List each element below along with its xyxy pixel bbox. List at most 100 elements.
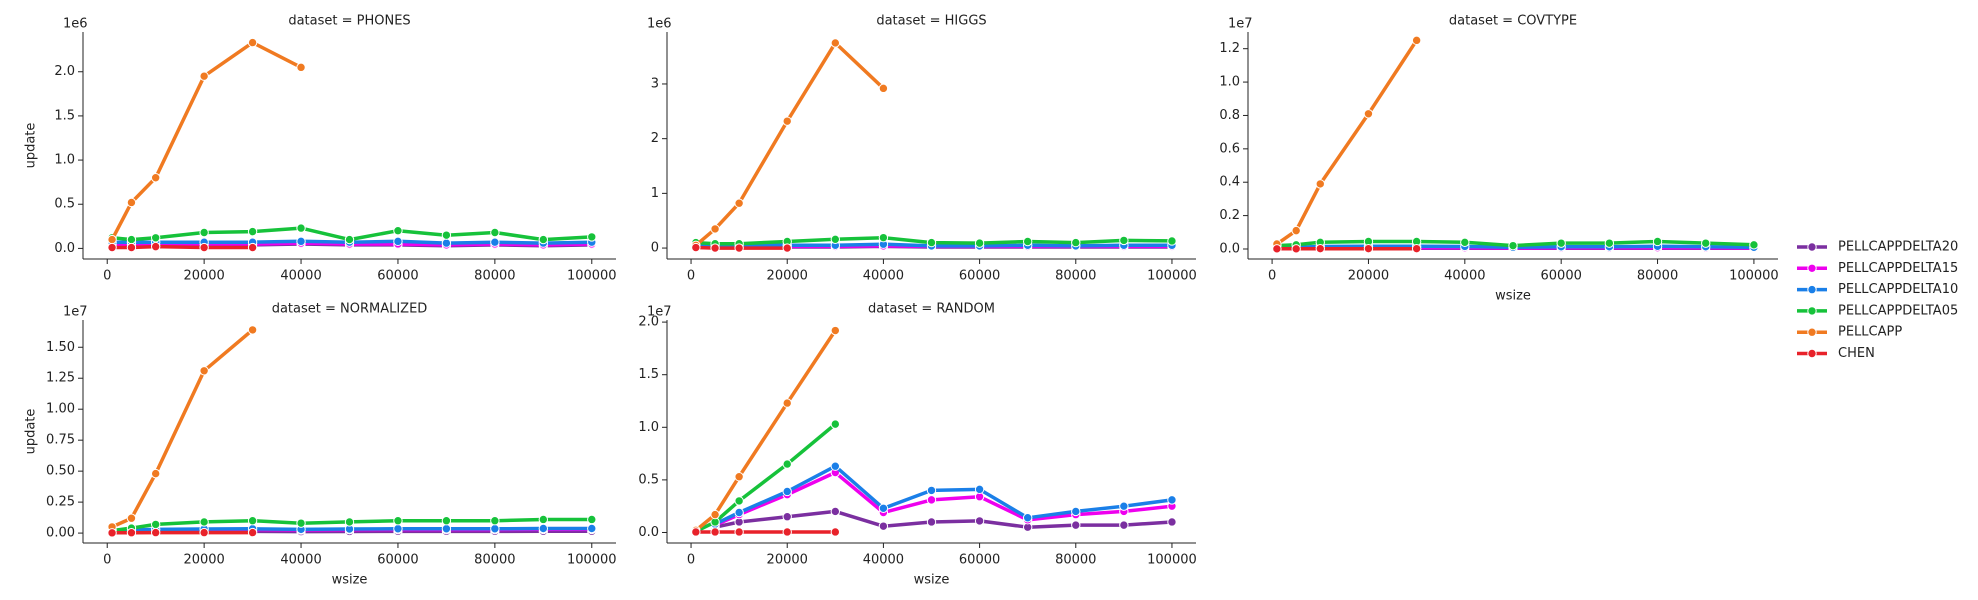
x-tick-label: 20000	[767, 269, 808, 284]
y-tick-label: 0.6	[1219, 141, 1240, 156]
x-tick-label: 40000	[280, 553, 321, 568]
point	[538, 234, 549, 245]
point	[926, 237, 937, 248]
x-tick-label: 40000	[280, 269, 321, 284]
point	[830, 234, 841, 245]
point	[441, 516, 452, 526]
point	[830, 506, 841, 517]
point	[782, 116, 792, 126]
y-tick-label: 0.00	[46, 526, 75, 541]
point	[926, 517, 937, 527]
point	[830, 38, 841, 48]
point	[1022, 236, 1033, 247]
panel-title: dataset = NORMALIZED	[272, 302, 428, 317]
point	[199, 517, 209, 527]
point	[150, 519, 161, 530]
point	[538, 514, 549, 525]
point	[199, 71, 209, 81]
point	[393, 236, 403, 247]
point	[830, 325, 841, 336]
y-tick-label: 1.0	[1219, 75, 1240, 90]
legend-label: PELLCAPPDELTA10	[1838, 282, 1958, 297]
point	[1272, 244, 1282, 254]
panel-title: dataset = COVTYPE	[1449, 14, 1577, 29]
y-tick-label: 1.50	[46, 340, 75, 355]
y-tick-label: 0.75	[46, 433, 75, 448]
point	[199, 227, 209, 238]
x-tick-label: 80000	[1055, 553, 1096, 568]
point	[587, 514, 597, 525]
point	[587, 523, 597, 534]
point	[710, 243, 720, 253]
offset-text: 1e6	[647, 17, 672, 32]
point	[830, 419, 841, 429]
point	[710, 527, 720, 537]
point	[296, 236, 306, 247]
x-tick-label: 0	[103, 553, 111, 568]
point	[199, 242, 209, 253]
y-tick-label: 1.25	[46, 371, 75, 386]
point	[734, 198, 744, 208]
point	[1652, 236, 1663, 247]
point	[830, 461, 841, 471]
point	[247, 242, 258, 253]
point	[974, 238, 985, 248]
point	[199, 366, 209, 376]
point	[344, 517, 355, 527]
point	[878, 521, 889, 531]
point	[782, 512, 792, 522]
point	[1167, 495, 1177, 505]
x-tick-label: 60000	[377, 553, 418, 568]
series-line	[1275, 39, 1419, 246]
point	[1411, 243, 1422, 254]
point	[1119, 501, 1129, 511]
point	[247, 516, 258, 526]
point	[1411, 35, 1422, 46]
y-tick-label: 0.0	[1219, 241, 1240, 256]
legend-marker	[1807, 242, 1817, 252]
point	[734, 472, 744, 482]
y-tick-label: 0.8	[1219, 108, 1240, 123]
point	[150, 527, 161, 538]
panel-title: dataset = PHONES	[288, 14, 410, 29]
y-tick-label: 2.0	[54, 64, 75, 79]
point	[247, 226, 258, 237]
point	[441, 230, 452, 240]
x-tick-label: 20000	[1348, 269, 1389, 284]
x-tick-label: 100000	[567, 553, 617, 568]
point	[926, 485, 937, 496]
point	[490, 237, 500, 247]
point	[1315, 243, 1325, 254]
series-line	[111, 328, 254, 529]
point	[1022, 513, 1033, 523]
point	[344, 234, 355, 245]
point	[126, 197, 137, 208]
x-tick-label: 80000	[474, 269, 515, 284]
point	[107, 242, 117, 253]
point	[1315, 179, 1325, 189]
point	[441, 238, 452, 248]
point	[150, 233, 161, 243]
x-axis-label: wsize	[914, 573, 950, 588]
point	[296, 223, 306, 233]
x-tick-label: 0	[1268, 269, 1276, 284]
x-tick-label: 20000	[183, 269, 224, 284]
offset-text: 1e7	[63, 305, 88, 320]
point	[1291, 225, 1301, 236]
point	[878, 503, 889, 513]
y-tick-label: 1	[651, 186, 659, 201]
point	[1701, 238, 1711, 248]
point	[782, 398, 792, 408]
point	[926, 495, 937, 505]
point	[1363, 243, 1374, 254]
y-tick-label: 1.00	[46, 402, 75, 417]
point	[734, 527, 744, 537]
panel: dataset = PHONES 1e6 0.0 0.5 1.0 1.5 2.0 0 20000…	[24, 14, 617, 284]
x-tick-label: 40000	[863, 269, 904, 284]
point	[1167, 236, 1177, 246]
y-tick-label: 0.50	[46, 464, 75, 479]
panel-title: dataset = HIGGS	[876, 14, 986, 29]
point	[1604, 238, 1615, 248]
point	[1071, 237, 1081, 248]
x-tick-label: 80000	[1055, 269, 1096, 284]
